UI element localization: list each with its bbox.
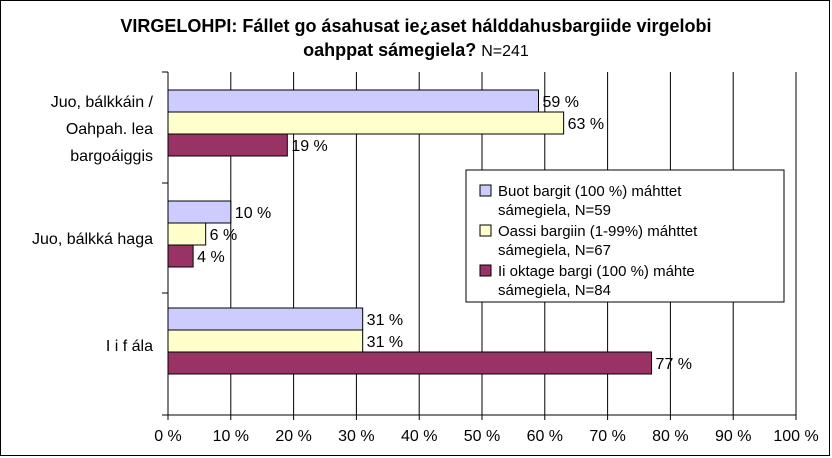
x-tick-label: 50 % xyxy=(464,428,500,445)
category-label: bargoáiggis xyxy=(70,148,153,165)
title-sample-size: N=241 xyxy=(481,43,529,60)
x-tick-label: 30 % xyxy=(338,428,374,445)
title-line-2: oahppat sámegiela? xyxy=(303,40,477,60)
legend-label: Ii oktage bargi (100 %) máhte xyxy=(498,263,695,280)
bar xyxy=(167,222,207,246)
x-tick-label: 90 % xyxy=(715,428,751,445)
data-label: 19 % xyxy=(291,138,327,155)
bar xyxy=(167,244,194,268)
legend-label: sámegiela, N=84 xyxy=(498,282,611,299)
data-label: 77 % xyxy=(656,356,692,373)
data-label: 31 % xyxy=(367,312,403,329)
data-label: 6 % xyxy=(210,227,238,244)
title-line-1: VIRGELOHPI: Fállet go ásahusat ie¿aset h… xyxy=(120,16,712,36)
category-label: Oahpah. lea xyxy=(66,121,153,138)
x-tick-label: 60 % xyxy=(527,428,563,445)
category-label: Juo, bálkkáin / xyxy=(51,94,154,111)
data-label: 59 % xyxy=(543,94,579,111)
x-tick-label: 20 % xyxy=(275,428,311,445)
data-label: 31 % xyxy=(367,334,403,351)
bar xyxy=(167,89,540,113)
x-tick-label: 80 % xyxy=(652,428,688,445)
x-tick-label: 40 % xyxy=(401,428,437,445)
bar xyxy=(167,329,364,353)
legend-label: sámegiela, N=59 xyxy=(498,202,611,219)
bar xyxy=(167,133,288,157)
legend-label: Oassi bargiin (1-99%) máhttet xyxy=(498,223,698,240)
legend-swatch xyxy=(479,224,492,237)
chart-title: VIRGELOHPI: Fállet go ásahusat ie¿aset h… xyxy=(0,14,832,64)
x-tick-label: 0 % xyxy=(154,428,182,445)
bar xyxy=(167,351,653,375)
bar xyxy=(167,307,364,331)
category-label: Juo, bálkká haga xyxy=(32,231,153,248)
legend-swatch xyxy=(479,264,492,277)
category-label: I i f ála xyxy=(106,338,153,355)
data-label: 10 % xyxy=(235,205,271,222)
legend-label: Buot bargit (100 %) máhttet xyxy=(498,183,682,200)
x-tick-label: 100 % xyxy=(773,428,818,445)
data-label: 4 % xyxy=(197,249,225,266)
legend-swatch xyxy=(479,184,492,197)
x-tick-label: 10 % xyxy=(213,428,249,445)
legend-box xyxy=(465,169,785,303)
bar xyxy=(167,111,565,135)
x-tick-label: 70 % xyxy=(589,428,625,445)
legend-label: sámegiela, N=67 xyxy=(498,242,611,259)
bar xyxy=(167,200,232,224)
data-label: 63 % xyxy=(568,116,604,133)
